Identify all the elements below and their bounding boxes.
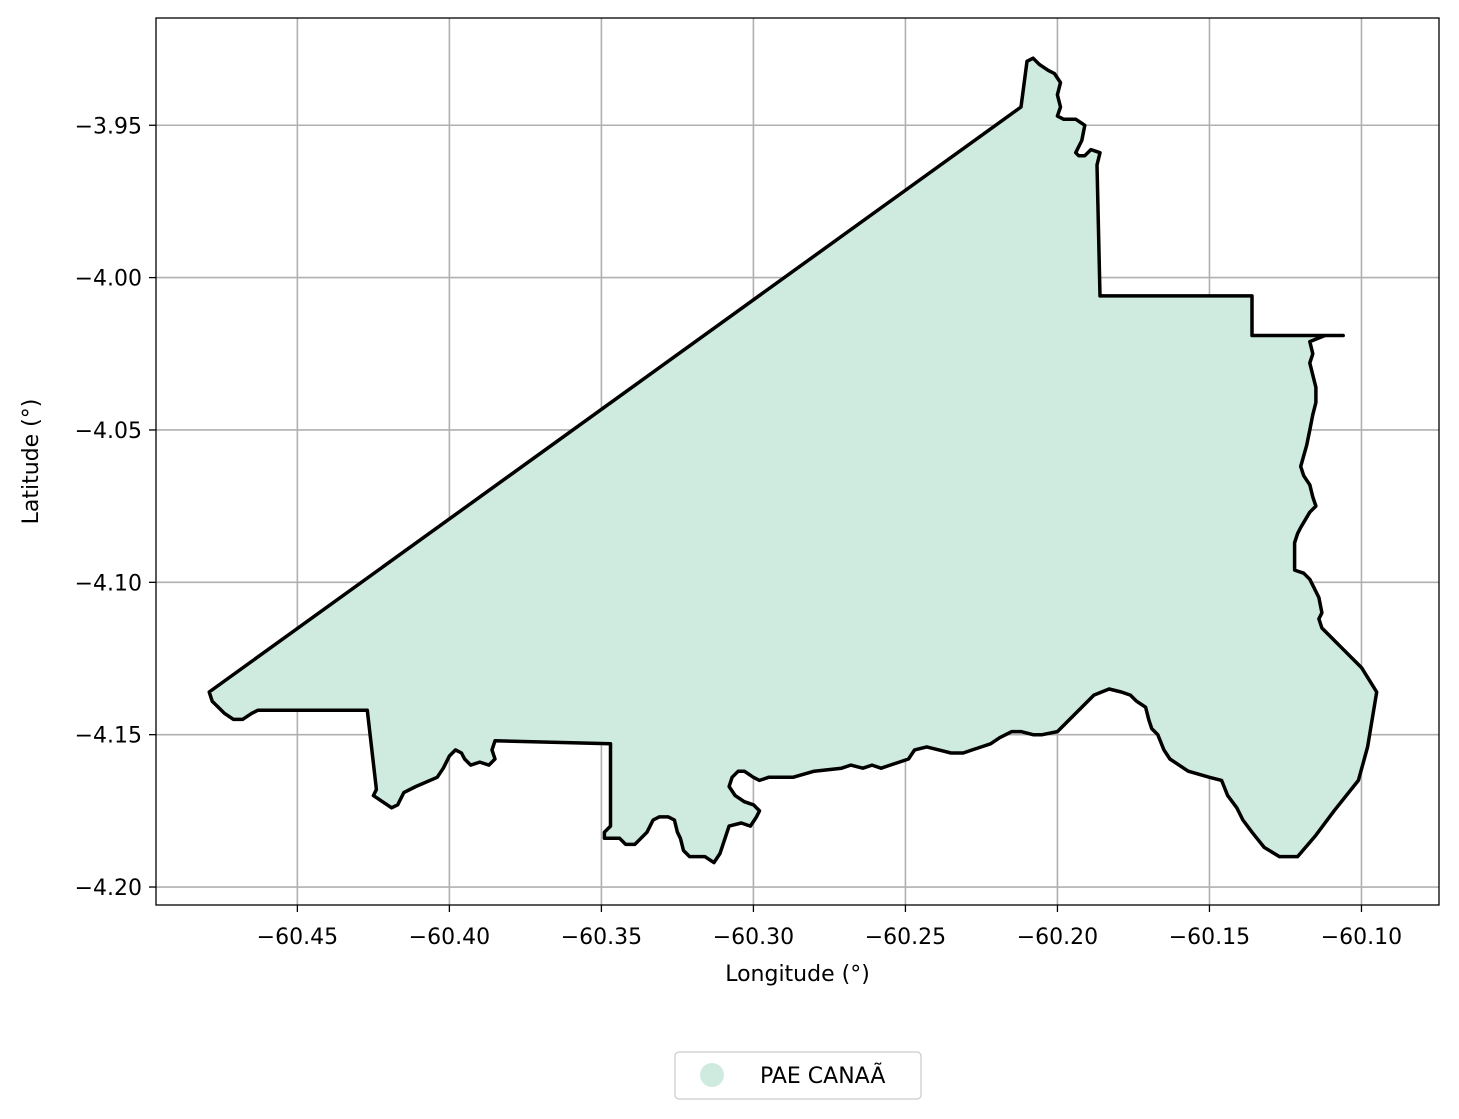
- x-axis-label: Longitude (°): [725, 962, 870, 987]
- x-tick-label: −60.25: [865, 925, 946, 950]
- legend-marker: [700, 1063, 724, 1087]
- x-axis-ticks: −60.45 −60.40 −60.35 −60.30 −60.25 −60.20 −60.…: [257, 905, 1402, 950]
- y-axis-label: Latitude (°): [19, 399, 44, 525]
- x-tick-label: −60.10: [1321, 925, 1402, 950]
- x-tick-label: −60.15: [1169, 925, 1250, 950]
- y-tick-label: −4.20: [75, 876, 142, 901]
- legend: PAE CANAÃ: [674, 1051, 922, 1100]
- pae-canaa-polygon: [207, 56, 1379, 865]
- x-tick-label: −60.20: [1017, 925, 1098, 950]
- x-tick-label: −60.35: [561, 925, 642, 950]
- x-tick-label: −60.45: [257, 925, 338, 950]
- x-tick-label: −60.30: [713, 925, 794, 950]
- y-tick-label: −4.10: [75, 571, 142, 596]
- legend-frame: [674, 1051, 922, 1100]
- y-tick-label: −4.15: [75, 724, 142, 749]
- y-tick-label: −3.95: [75, 114, 142, 139]
- y-axis-ticks: −3.95 −4.00 −4.05 −4.10 −4.15 −4.20: [75, 114, 156, 901]
- polygon-layer: [207, 56, 1379, 865]
- legend-label: PAE CANAÃ: [760, 1062, 885, 1089]
- axes-frame: [155, 17, 1440, 906]
- x-tick-label: −60.40: [409, 925, 490, 950]
- y-tick-label: −4.00: [75, 267, 142, 292]
- y-tick-label: −4.05: [75, 419, 142, 444]
